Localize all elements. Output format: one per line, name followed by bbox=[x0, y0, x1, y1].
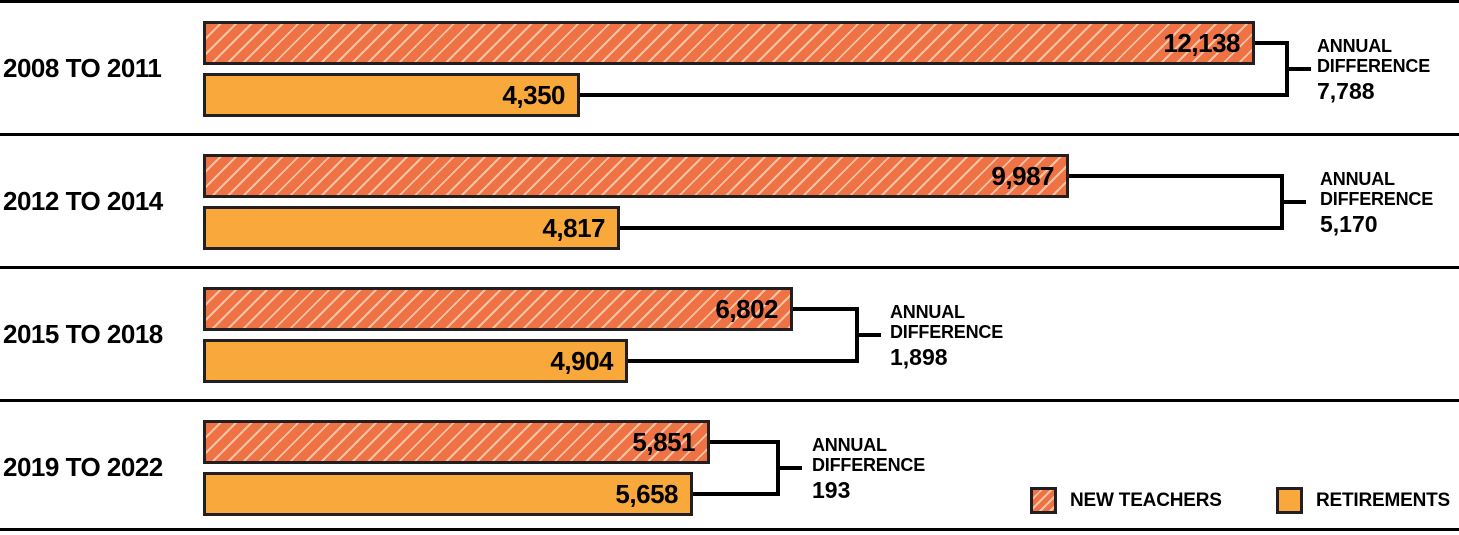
bracket-bottom-line bbox=[580, 93, 1289, 97]
legend-swatch-retirements-icon bbox=[1276, 487, 1303, 514]
annual-difference-label-line1: ANNUAL bbox=[1317, 36, 1392, 56]
new-teachers-bar: 9,987 bbox=[203, 154, 1069, 198]
retirements-bar: 4,904 bbox=[203, 339, 628, 383]
legend-label-new-teachers: NEW TEACHERS bbox=[1070, 489, 1222, 511]
period-label: 2008 TO 2011 bbox=[3, 53, 162, 83]
bracket-top-line bbox=[1255, 41, 1289, 45]
retirements-value: 4,817 bbox=[542, 212, 605, 243]
legend-item-new-teachers: NEW TEACHERS bbox=[1030, 487, 1222, 514]
annual-difference-value: 193 bbox=[812, 477, 851, 503]
bracket-tick-line bbox=[780, 466, 802, 470]
divider-rule bbox=[0, 399, 1459, 402]
divider-rule bbox=[0, 266, 1459, 269]
annual-difference-label-line2: DIFFERENCE bbox=[890, 322, 1004, 342]
annual-difference-value: 7,788 bbox=[1317, 78, 1375, 104]
annual-difference-callout: ANNUAL DIFFERENCE 5,170 bbox=[1320, 169, 1459, 237]
retirements-bar: 5,658 bbox=[203, 472, 693, 516]
annual-difference-label-line2: DIFFERENCE bbox=[812, 455, 926, 475]
bracket-vertical-line bbox=[776, 440, 780, 496]
retirements-bar: 4,350 bbox=[203, 73, 580, 117]
bracket-tick-line bbox=[1284, 200, 1306, 204]
retirements-value: 5,658 bbox=[615, 478, 678, 509]
legend-item-retirements: RETIREMENTS bbox=[1276, 487, 1450, 514]
annual-difference-label-line2: DIFFERENCE bbox=[1320, 189, 1434, 209]
retirements-value: 4,350 bbox=[502, 79, 565, 110]
bracket-vertical-line bbox=[855, 307, 859, 363]
new-teachers-value: 6,802 bbox=[715, 293, 778, 324]
annual-difference-label-line2: DIFFERENCE bbox=[1317, 56, 1431, 76]
new-teachers-bar: 6,802 bbox=[203, 287, 793, 331]
legend-swatch-new-teachers-icon bbox=[1030, 487, 1057, 514]
divider-rule bbox=[0, 528, 1459, 531]
bracket-tick-line bbox=[859, 333, 881, 337]
divider-rule bbox=[0, 0, 1459, 3]
bracket-bottom-line bbox=[693, 492, 780, 496]
period-label: 2012 TO 2014 bbox=[3, 186, 163, 216]
annual-difference-value: 5,170 bbox=[1320, 211, 1378, 237]
period-label: 2019 TO 2022 bbox=[3, 452, 163, 482]
retirements-bar: 4,817 bbox=[203, 206, 620, 250]
bracket-top-line bbox=[710, 440, 780, 444]
annual-difference-label-line1: ANNUAL bbox=[1320, 169, 1395, 189]
new-teachers-value: 5,851 bbox=[632, 426, 695, 457]
annual-difference-callout: ANNUAL DIFFERENCE 1,898 bbox=[890, 302, 1060, 370]
annual-difference-label-line1: ANNUAL bbox=[890, 302, 965, 322]
bracket-bottom-line bbox=[628, 359, 859, 363]
retirements-value: 4,904 bbox=[550, 345, 613, 376]
period-label: 2015 TO 2018 bbox=[3, 319, 163, 349]
bracket-top-line bbox=[793, 307, 859, 311]
bracket-vertical-line bbox=[1285, 41, 1289, 97]
new-teachers-bar: 5,851 bbox=[203, 420, 710, 464]
bracket-bottom-line bbox=[620, 226, 1284, 230]
bracket-top-line bbox=[1069, 174, 1284, 178]
new-teachers-value: 9,987 bbox=[991, 160, 1054, 191]
new-teachers-value: 12,138 bbox=[1163, 27, 1240, 58]
new-teachers-bar: 12,138 bbox=[203, 21, 1255, 65]
legend-label-retirements: RETIREMENTS bbox=[1316, 489, 1450, 511]
bracket-tick-line bbox=[1289, 67, 1311, 71]
annual-difference-callout: ANNUAL DIFFERENCE 7,788 bbox=[1317, 36, 1459, 104]
bracket-vertical-line bbox=[1280, 174, 1284, 230]
annual-difference-value: 1,898 bbox=[890, 344, 948, 370]
divider-rule bbox=[0, 133, 1459, 136]
annual-difference-label-line1: ANNUAL bbox=[812, 435, 887, 455]
annual-difference-callout: ANNUAL DIFFERENCE 193 bbox=[812, 435, 982, 503]
